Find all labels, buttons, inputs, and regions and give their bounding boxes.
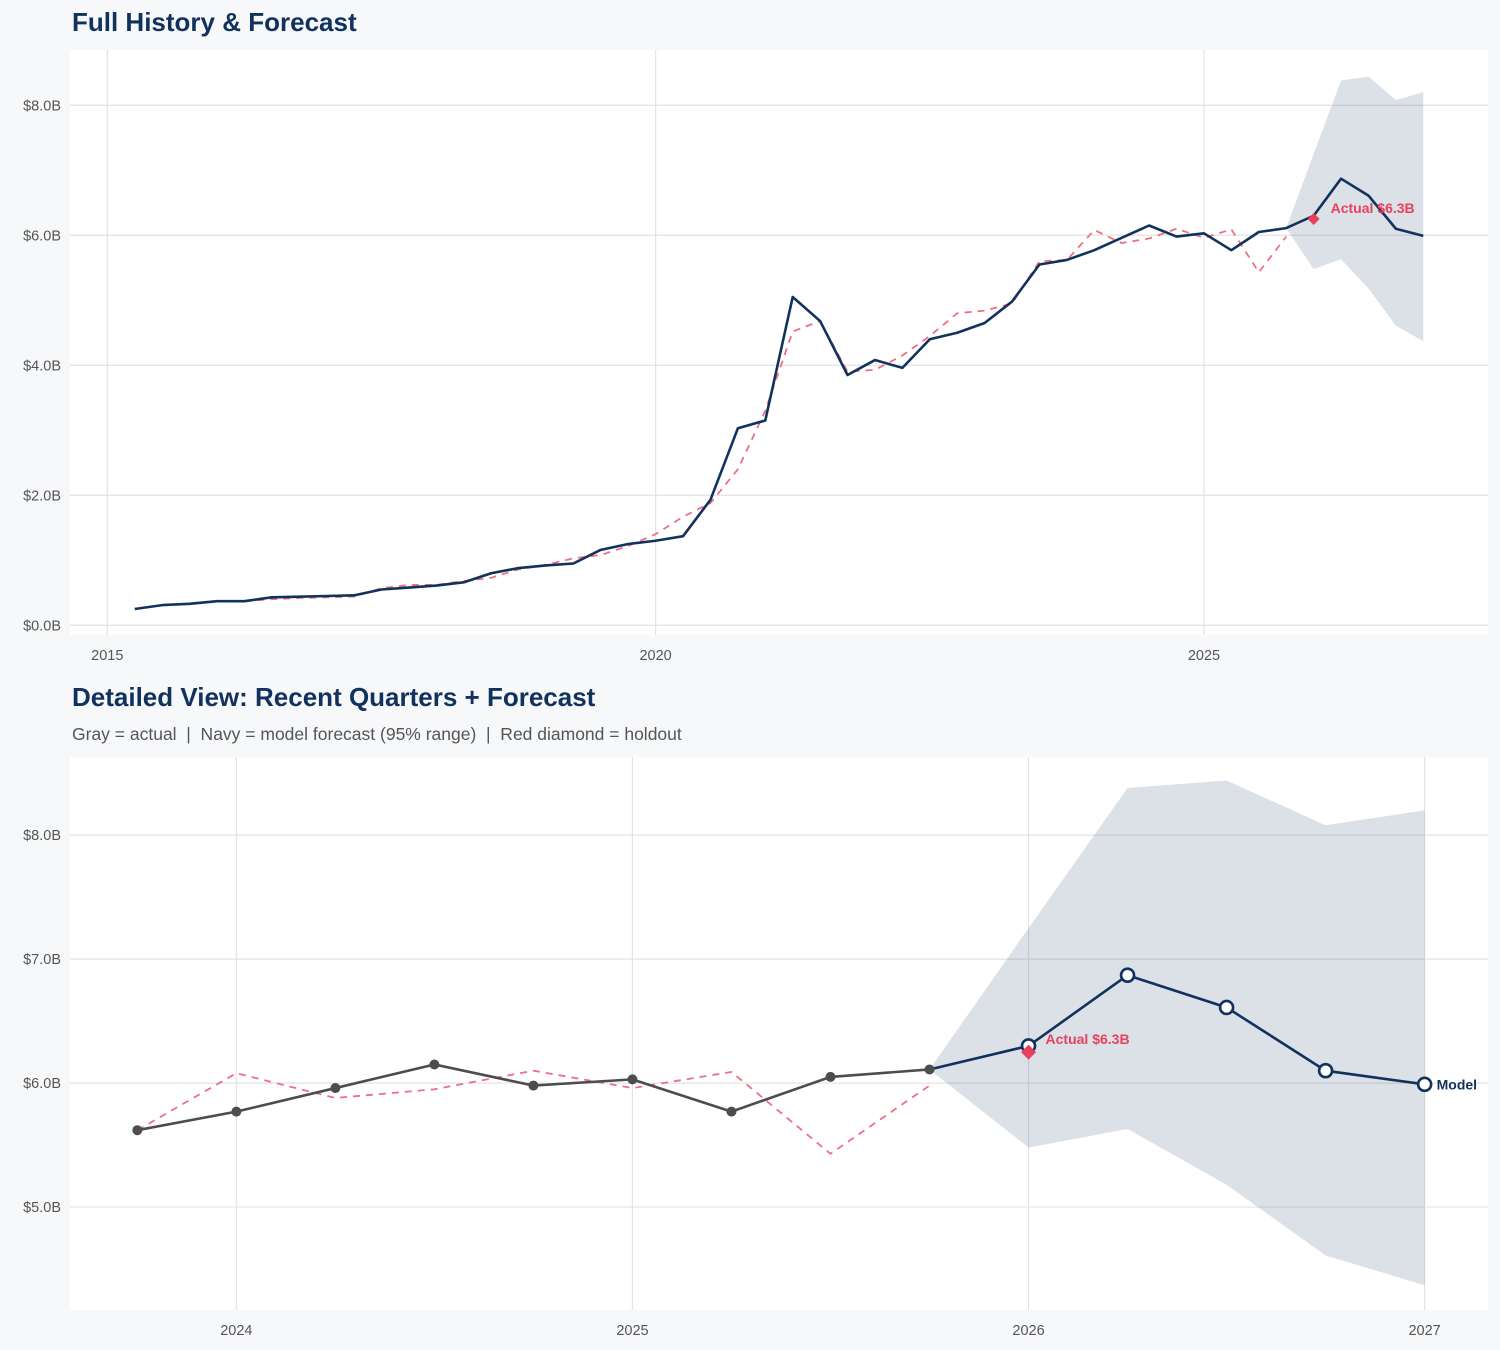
y-tick-label: $6.0B	[23, 1076, 61, 1092]
x-tick-label: 2025	[1188, 648, 1220, 664]
forecast-point	[1416, 1076, 1433, 1093]
x-tick-label: 2024	[220, 1323, 252, 1339]
y-tick-label: $0.0B	[23, 618, 61, 634]
forecast-point	[1317, 1062, 1334, 1079]
forecast-95-band	[929, 780, 1425, 1286]
x-tick-label: 2026	[1012, 1323, 1044, 1339]
holdout-diamond	[1021, 1044, 1037, 1060]
actual-point	[627, 1074, 638, 1085]
actual-point	[429, 1059, 440, 1070]
bottom-chart-title: Detailed View: Recent Quarters + Forecas…	[72, 682, 596, 712]
x-tick-label: 2020	[639, 648, 671, 664]
holdout-label: Actual $6.3B	[1331, 200, 1415, 216]
plot-background	[70, 757, 1488, 1310]
y-tick-label: $4.0B	[23, 358, 61, 374]
holdout-label: Actual $6.3B	[1046, 1031, 1130, 1047]
plot-marks	[134, 76, 1424, 611]
y-tick-label: $5.0B	[23, 1200, 61, 1216]
x-tick-label: 2025	[616, 1323, 648, 1339]
holdout-diamond	[1307, 213, 1320, 225]
actual-point	[528, 1080, 539, 1091]
fitted-dashed-line	[244, 227, 1287, 603]
actual-point	[330, 1083, 341, 1094]
actual-point	[231, 1106, 242, 1117]
actual-point	[132, 1125, 143, 1136]
plot-marks	[132, 780, 1433, 1286]
forecast-line	[929, 973, 1425, 1086]
y-tick-label: $8.0B	[23, 98, 61, 114]
actual-point	[924, 1064, 935, 1075]
model-end-label: Model	[1437, 1076, 1477, 1092]
x-tick-label: 2027	[1408, 1323, 1440, 1339]
actual-point	[726, 1106, 737, 1117]
forecast-point	[1119, 967, 1136, 984]
bottom-chart-subtitle: Gray = actual | Navy = model forecast (9…	[72, 724, 682, 744]
history-forecast-line	[134, 177, 1424, 611]
top-chart-panel: $0.0B $2.0B $4.0B $6.0B $8.0B 2015 2020 2025 Act…	[23, 50, 1488, 664]
y-tick-label: $2.0B	[23, 488, 61, 504]
top-chart-title: Full History & Forecast	[72, 7, 357, 37]
x-tick-label: 2015	[91, 648, 123, 664]
forecast-95-band	[1286, 76, 1424, 342]
forecast-point	[1218, 999, 1235, 1016]
y-tick-label: $7.0B	[23, 952, 61, 968]
bottom-chart-panel: $5.0B $6.0B $7.0B $8.0B 2024 2025 2026 2027 Mode…	[23, 757, 1488, 1339]
fitted-dashed-line	[136, 1069, 931, 1155]
actual-point	[825, 1071, 836, 1082]
y-tick-label: $8.0B	[23, 828, 61, 844]
y-tick-label: $6.0B	[23, 228, 61, 244]
plot-background	[70, 50, 1488, 635]
